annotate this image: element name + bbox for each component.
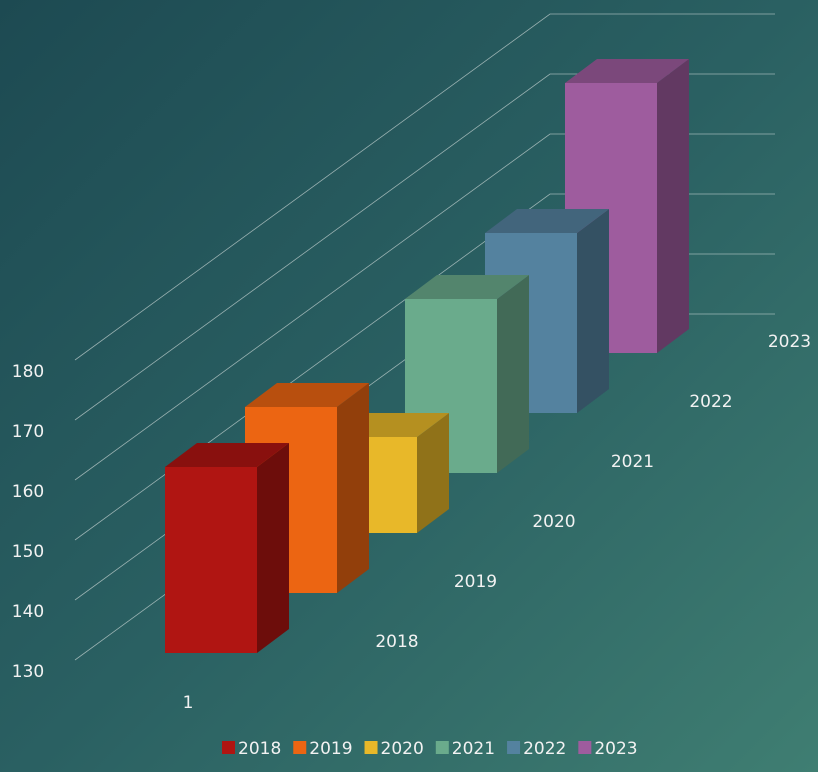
grid-line [74, 133, 775, 481]
bar-side [577, 209, 609, 413]
depth-label: 2022 [689, 392, 732, 412]
bar-side [497, 275, 529, 473]
depth-label: 2023 [768, 332, 811, 352]
bar-3d [165, 443, 289, 653]
bar-3d [245, 383, 369, 593]
bar-side [657, 59, 689, 353]
bar [165, 467, 257, 653]
y-tick-label: 130 [12, 662, 44, 682]
legend-label: 2021 [452, 739, 495, 759]
depth-label: 2018 [375, 632, 418, 652]
legend-label: 2019 [309, 739, 352, 759]
y-tick-label: 140 [12, 602, 44, 622]
legend-swatch [293, 741, 307, 754]
depth-label: 2019 [454, 572, 497, 592]
grid-line [74, 13, 775, 361]
y-tick-label: 160 [12, 482, 44, 502]
bar-side [417, 413, 449, 533]
bar-top [245, 383, 369, 407]
grid-line [74, 193, 775, 541]
legend-label: 2018 [238, 739, 281, 759]
bar-top [565, 59, 689, 83]
bar-side [257, 443, 289, 653]
bar-top [485, 209, 609, 233]
legend-swatch [578, 741, 592, 754]
legend-label: 2023 [594, 739, 637, 759]
y-tick-label: 180 [12, 362, 44, 382]
legend-label: 2020 [381, 739, 424, 759]
y-tick-label: 150 [12, 542, 44, 562]
legend-swatch [364, 741, 378, 754]
depth-label: 2020 [532, 512, 575, 532]
legend-swatch [222, 741, 235, 754]
grid-line [74, 73, 775, 421]
bar-top [405, 275, 529, 299]
x-tick-label: 1 [183, 693, 194, 713]
bar-top [165, 443, 289, 467]
legend-label: 2022 [523, 739, 566, 759]
y-tick-label: 170 [12, 422, 44, 442]
depth-label: 2021 [611, 452, 654, 472]
bar-side [337, 383, 369, 593]
legend-swatch [435, 741, 449, 754]
legend-swatch [507, 741, 521, 754]
